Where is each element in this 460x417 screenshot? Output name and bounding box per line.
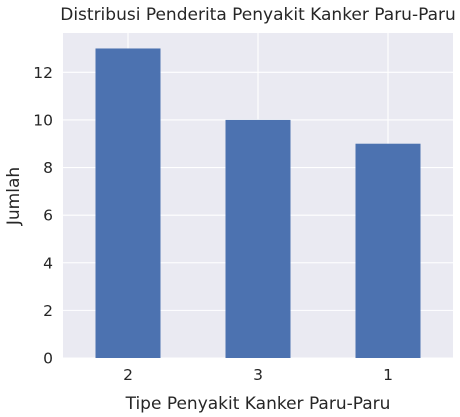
bar-3 xyxy=(225,119,291,359)
y-tick-label: 12 xyxy=(33,64,53,82)
x-tick-label: 1 xyxy=(383,366,393,384)
y-axis-label: Jumlah xyxy=(4,167,24,226)
bars xyxy=(95,48,421,359)
bar-1 xyxy=(355,143,421,358)
y-tick-label: 6 xyxy=(43,207,53,225)
x-tick-label: 3 xyxy=(253,366,263,384)
x-axis-label: Tipe Penyakit Kanker Paru-Paru xyxy=(125,394,391,414)
y-tick-label: 0 xyxy=(43,350,53,368)
bar-2 xyxy=(95,48,161,358)
chart-title: Distribusi Penderita Penyakit Kanker Par… xyxy=(60,5,456,25)
y-tick-label: 4 xyxy=(43,254,53,272)
y-tick-label: 10 xyxy=(33,111,53,129)
x-tick-labels: 2 3 1 xyxy=(123,366,393,384)
y-tick-label: 2 xyxy=(43,302,53,320)
y-tick-labels: 0 2 4 6 8 10 12 xyxy=(33,64,53,368)
y-tick-label: 8 xyxy=(43,159,53,177)
x-tick-label: 2 xyxy=(123,366,133,384)
